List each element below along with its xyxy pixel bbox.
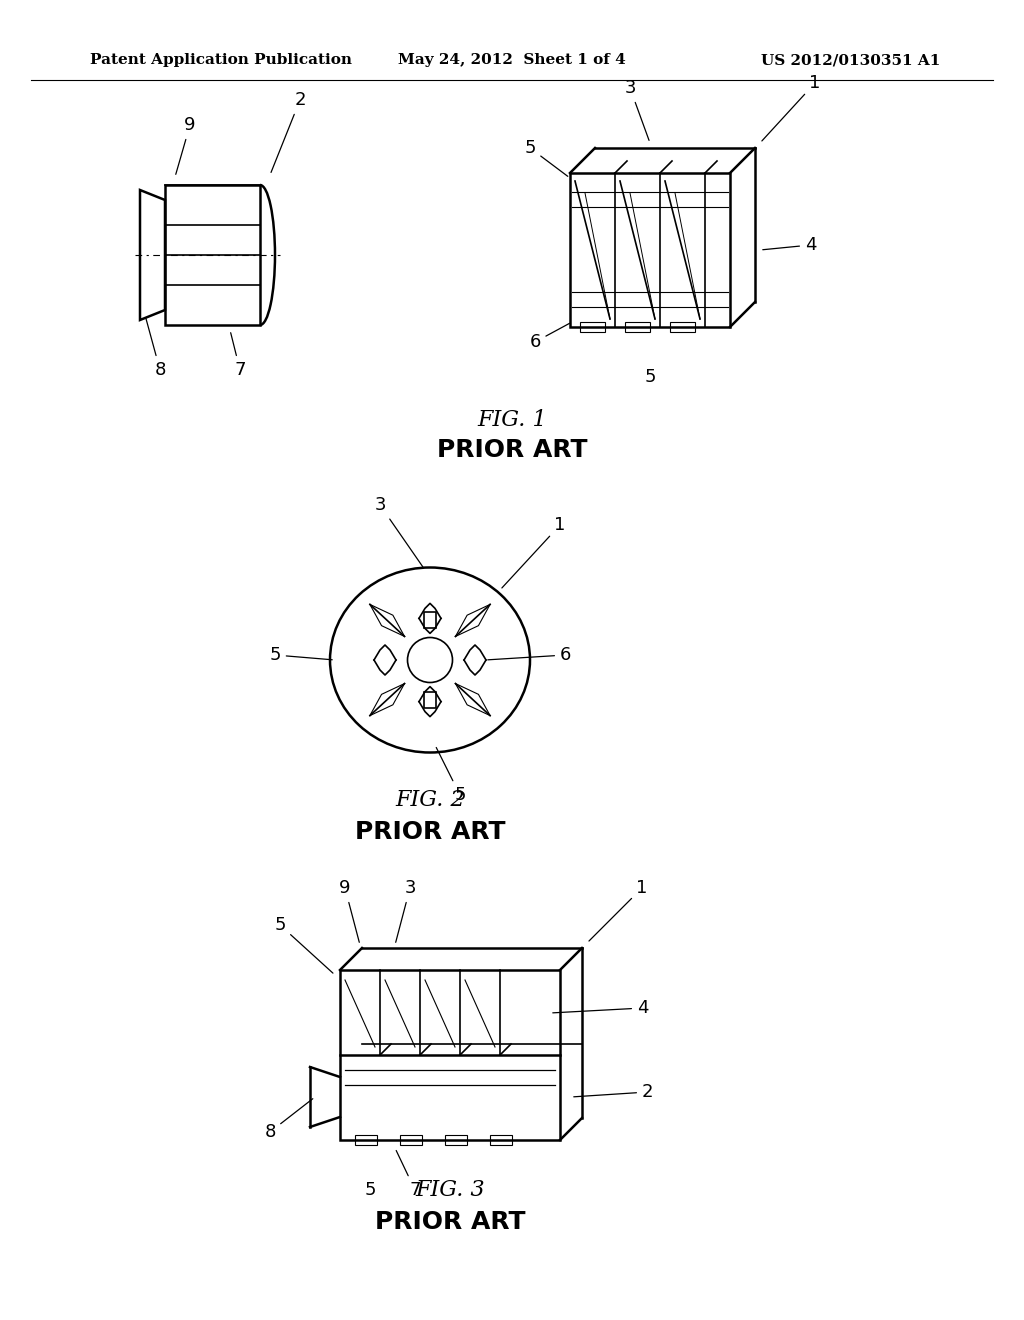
Text: 9: 9 — [176, 116, 196, 174]
Text: 4: 4 — [763, 236, 816, 253]
Text: 5: 5 — [274, 916, 333, 973]
Text: 3: 3 — [625, 79, 649, 140]
Text: PRIOR ART: PRIOR ART — [375, 1210, 525, 1234]
Text: 9: 9 — [339, 879, 359, 942]
Text: 5: 5 — [365, 1181, 376, 1199]
Text: 2: 2 — [271, 91, 306, 173]
Text: 7: 7 — [230, 333, 246, 379]
Text: FIG. 3: FIG. 3 — [415, 1179, 484, 1201]
Text: 1: 1 — [589, 879, 648, 941]
Text: 6: 6 — [487, 645, 571, 664]
Text: 1: 1 — [502, 516, 565, 587]
Text: 5: 5 — [644, 368, 655, 385]
Text: May 24, 2012  Sheet 1 of 4: May 24, 2012 Sheet 1 of 4 — [398, 53, 626, 67]
Text: Patent Application Publication: Patent Application Publication — [90, 53, 352, 67]
Text: FIG. 1: FIG. 1 — [477, 409, 547, 432]
Text: 1: 1 — [762, 74, 820, 141]
Text: 5: 5 — [269, 645, 332, 664]
Text: 8: 8 — [264, 1098, 312, 1140]
Text: 8: 8 — [145, 318, 166, 379]
Text: FIG. 2: FIG. 2 — [395, 789, 465, 810]
Text: 5: 5 — [524, 139, 567, 177]
Text: 3: 3 — [395, 879, 416, 942]
Text: 5: 5 — [436, 747, 466, 804]
Text: PRIOR ART: PRIOR ART — [437, 438, 587, 462]
Text: 2: 2 — [573, 1082, 653, 1101]
Text: 4: 4 — [553, 999, 648, 1016]
Text: 3: 3 — [374, 496, 423, 568]
Text: US 2012/0130351 A1: US 2012/0130351 A1 — [761, 53, 940, 67]
Text: 6: 6 — [529, 323, 569, 351]
Text: PRIOR ART: PRIOR ART — [354, 820, 505, 843]
Text: 7: 7 — [396, 1151, 421, 1199]
